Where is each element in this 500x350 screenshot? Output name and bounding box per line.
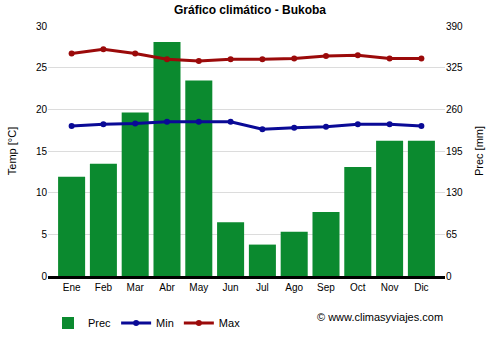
svg-text:65: 65 [446,229,458,240]
svg-text:30: 30 [36,21,48,32]
svg-text:Jul: Jul [256,282,269,293]
svg-text:Oct: Oct [350,282,366,293]
svg-text:Gráfico climático - Bukoba: Gráfico climático - Bukoba [174,3,326,17]
svg-text:Min: Min [156,317,174,329]
svg-text:Temp [°C]: Temp [°C] [6,127,18,175]
svg-text:Max: Max [219,317,240,329]
svg-text:Jun: Jun [223,282,239,293]
svg-text:Mar: Mar [127,282,145,293]
svg-text:Prec: Prec [88,317,111,329]
svg-text:Ago: Ago [285,282,303,293]
svg-text:195: 195 [446,146,463,157]
svg-text:Abr: Abr [159,282,175,293]
svg-text:390: 390 [446,21,463,32]
svg-text:Prec [mm]: Prec [mm] [473,126,485,176]
svg-text:0: 0 [446,271,452,282]
svg-text:130: 130 [446,187,463,198]
svg-text:20: 20 [36,104,48,115]
svg-text:260: 260 [446,104,463,115]
svg-text:Nov: Nov [381,282,399,293]
svg-text:325: 325 [446,62,463,73]
svg-text:May: May [189,282,208,293]
svg-text:Feb: Feb [95,282,113,293]
svg-text:0: 0 [41,271,47,282]
svg-text:Ene: Ene [63,282,81,293]
svg-text:Dic: Dic [414,282,428,293]
svg-text:Sep: Sep [317,282,335,293]
svg-text:25: 25 [36,62,48,73]
svg-text:15: 15 [36,146,48,157]
svg-text:10: 10 [36,187,48,198]
svg-text:© www.climasyviajes.com: © www.climasyviajes.com [317,311,443,323]
svg-text:5: 5 [41,229,47,240]
